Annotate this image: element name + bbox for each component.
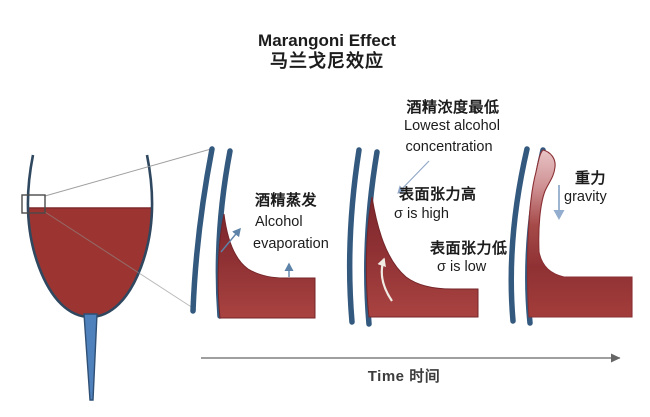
evaporation-arrow-diagonal-icon [220, 227, 241, 253]
concentration-pointer-arrow-icon [397, 160, 430, 194]
wine-fill [28, 208, 152, 317]
marangoni-flow-arrow-icon [377, 257, 393, 302]
sigma-high-label-en: σ is high [394, 206, 449, 222]
zoom-cone-line-bottom [44, 211, 197, 311]
gravity-label-en: gravity [564, 189, 607, 205]
concentration-label-en1: Lowest alcohol [404, 118, 500, 134]
zoom-callout [21, 148, 212, 311]
zoom-cone-line-top [44, 148, 212, 197]
concentration-label-zh: 酒精浓度最低 [406, 99, 500, 116]
panel-surface-tension [346, 147, 479, 327]
panel2-wine-meniscus [365, 196, 479, 318]
gravity-label-zh: 重力 [575, 170, 607, 187]
concentration-label-en2: concentration [405, 139, 493, 155]
panel-evaporation [190, 146, 316, 319]
wine-glass [26, 154, 154, 401]
panel-gravity [508, 146, 633, 326]
glass-stem [83, 313, 98, 401]
panel3-glass-wall-outer [508, 146, 530, 324]
time-axis-label: Time 时间 [367, 368, 441, 385]
panel1-wine-meniscus [217, 213, 316, 319]
panel3-wine-tear [526, 149, 633, 318]
diagram-title-en: Marangoni Effect [258, 31, 396, 50]
diagram-title-zh: 马兰戈尼效应 [270, 51, 384, 71]
evaporation-label-en2: evaporation [253, 236, 329, 252]
sigma-low-label-en: σ is low [437, 259, 487, 275]
evaporation-label-en1: Alcohol [255, 214, 303, 230]
panel2-glass-wall-outer [346, 147, 362, 325]
sigma-high-label-zh: 表面张力高 [399, 186, 477, 203]
zoom-source-rect [21, 194, 46, 214]
evaporation-label-zh: 酒精蒸发 [255, 192, 318, 209]
sigma-low-label-zh: 表面张力低 [430, 240, 508, 257]
panel1-glass-wall-outer [190, 146, 215, 314]
